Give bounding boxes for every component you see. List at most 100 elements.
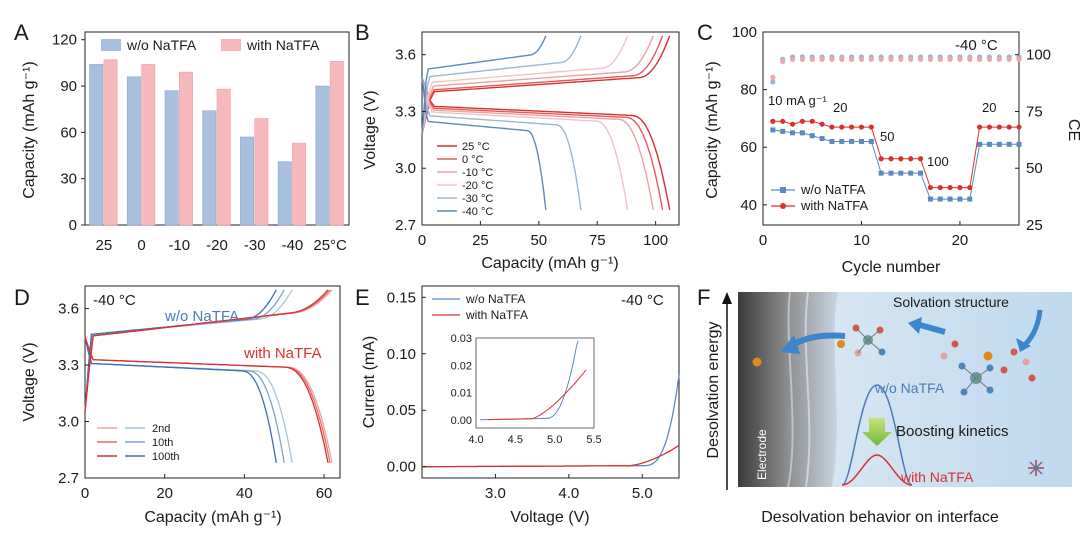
panel-c-rate-10: 10 mA g⁻¹ xyxy=(768,93,828,108)
capacity-point-wo xyxy=(849,138,855,144)
capacity-point-with xyxy=(986,124,993,130)
panel-e-inset-curves xyxy=(479,340,587,421)
panel-b-xlabel: Capacity (mAh g⁻¹) xyxy=(481,255,618,272)
panel-b-legend: 25 °C0 °C-10 °C-20 °C-30 °C-40 °C xyxy=(437,141,493,218)
capacity-point-wo xyxy=(868,138,874,144)
panel-e-legend-with: with NaTFA xyxy=(465,308,528,322)
capacity-point-with xyxy=(967,184,973,191)
ce-point xyxy=(780,58,786,65)
panel-e: E 0.00 0.05 0.10 0.15 3.0 4.0 5.0 Current (mA… xyxy=(355,285,680,526)
x-tick-label: 3.0 xyxy=(485,485,506,502)
legend-marker-wo xyxy=(780,187,786,193)
panel-c-rate-50: 50 xyxy=(880,129,894,144)
capacity-point-with xyxy=(927,184,933,191)
ce-point xyxy=(1006,56,1012,62)
panel-a-legend: w/o NaTFA with NaTFA xyxy=(101,37,320,53)
panel-b-ylabel: Voltage (V) xyxy=(362,90,379,169)
flow-arrow-head xyxy=(780,335,800,354)
ce-point xyxy=(927,56,933,62)
charge-curve xyxy=(421,35,629,135)
y-tick-label: 0.00 xyxy=(387,459,416,476)
barrier-high-curve xyxy=(841,384,913,486)
panel-e-temp: -40 °C xyxy=(621,292,664,309)
panel-c-ylabel-right: CE xyxy=(1065,119,1080,141)
y-tick-label: 3.0 xyxy=(395,160,416,177)
bar-with xyxy=(254,118,269,226)
bar-wo xyxy=(277,161,292,226)
panel-c-ylabel: Capacity (mAh g⁻¹) xyxy=(704,61,721,198)
inset-curve-with xyxy=(487,369,587,421)
legend-label-wo: w/o NaTFA xyxy=(126,37,197,53)
panel-c-xlabel: Cycle number xyxy=(842,259,941,276)
charge-curve xyxy=(421,35,671,135)
y-tick-label: 2.7 xyxy=(58,470,79,487)
legend-label: 100th xyxy=(152,451,180,463)
panel-d-label-with: with NaTFA xyxy=(243,345,322,362)
legend-label: 25 °C xyxy=(462,141,490,153)
capacity-point-wo xyxy=(927,196,933,202)
barrier-low-label: with NaTFA xyxy=(900,469,974,485)
panel-e-legend-wo: w/o NaTFA xyxy=(465,292,525,306)
capacity-point-wo xyxy=(937,196,943,202)
y-tick-label: 0.15 xyxy=(387,289,416,306)
panel-c-temp: -40 °C xyxy=(955,37,998,54)
panel-f-letter: F xyxy=(697,285,710,310)
panel-a: A 0 30 60 90 120 25 0 -10 -20 -30 -40 25°C Capacit… xyxy=(14,20,350,254)
ce-point xyxy=(839,56,845,62)
capacity-point-wo xyxy=(957,196,963,202)
panel-c-letter: C xyxy=(697,20,713,45)
bar-wo xyxy=(202,110,217,226)
panel-e-inset-x-ticks: 4.0 4.5 5.0 5.5 xyxy=(468,434,601,446)
y-tick-label: 100 xyxy=(732,24,757,41)
bar-with xyxy=(292,142,307,226)
x-tick-label: 0 xyxy=(81,485,89,502)
bar-wo xyxy=(315,85,330,226)
discharge-curve xyxy=(421,77,629,211)
capacity-point-with xyxy=(947,184,953,191)
discharge-curve xyxy=(84,336,277,464)
capacity-point-wo xyxy=(858,138,864,144)
capacity-point-with xyxy=(1006,124,1012,130)
panel-c: C 40 60 80 100 25 50 75 100 0 10 20 Capacity (mA… xyxy=(697,20,1080,276)
capacity-point-with xyxy=(858,124,865,130)
flow-arrow-head xyxy=(1016,338,1031,352)
legend-label: 10th xyxy=(152,437,173,449)
inset-y-tick-label: 0.02 xyxy=(451,360,472,372)
panel-d-ylabel: Voltage (V) xyxy=(21,342,38,421)
inset-y-tick-label: 0.00 xyxy=(451,415,472,427)
y-tick-label-right: 50 xyxy=(1026,160,1043,177)
capacity-point-wo xyxy=(986,141,992,147)
y-tick-label: 3.3 xyxy=(395,103,416,120)
inset-x-tick-label: 4.5 xyxy=(508,434,523,446)
bar-wo xyxy=(126,76,141,226)
inset-x-tick-label: 4.0 xyxy=(468,434,483,446)
legend-label: 0 °C xyxy=(462,154,484,166)
flow-arrow-icon xyxy=(919,322,946,335)
panel-d-x-ticks: 0 20 40 60 xyxy=(81,474,332,502)
y-tick-label-right: 75 xyxy=(1026,103,1043,120)
panel-b-x-ticks: 0 25 50 75 100 xyxy=(418,221,668,249)
ce-point xyxy=(898,56,904,62)
panel-c-y-ticks: 40 60 80 100 xyxy=(732,24,767,214)
ce-point xyxy=(977,56,983,62)
y-tick-label: 60 xyxy=(740,139,757,156)
panel-b-y-ticks: 2.7 3.0 3.3 3.6 xyxy=(395,47,426,234)
y-tick-label-right: 25 xyxy=(1026,217,1043,234)
ce-point xyxy=(937,56,943,62)
solvation-molecule-icon xyxy=(837,324,886,357)
ce-point xyxy=(809,56,815,62)
electrode-block xyxy=(738,292,838,487)
x-tick-label: 50 xyxy=(530,232,547,249)
lsv-curve-with xyxy=(422,444,680,468)
bar-with xyxy=(178,71,193,226)
capacity-point-with xyxy=(819,121,825,127)
y-tick-label: 3.3 xyxy=(58,357,79,374)
x-tick-label: 40 xyxy=(236,485,253,502)
panel-a-ylabel: Capacity (mAh g⁻¹) xyxy=(21,61,38,198)
ce-point xyxy=(947,56,953,62)
capacity-point-wo xyxy=(819,136,825,142)
inset-x-tick-label: 5.5 xyxy=(586,434,601,446)
ce-point xyxy=(996,56,1002,62)
legend-swatch-with xyxy=(221,39,241,51)
panel-b-curves xyxy=(421,35,671,211)
